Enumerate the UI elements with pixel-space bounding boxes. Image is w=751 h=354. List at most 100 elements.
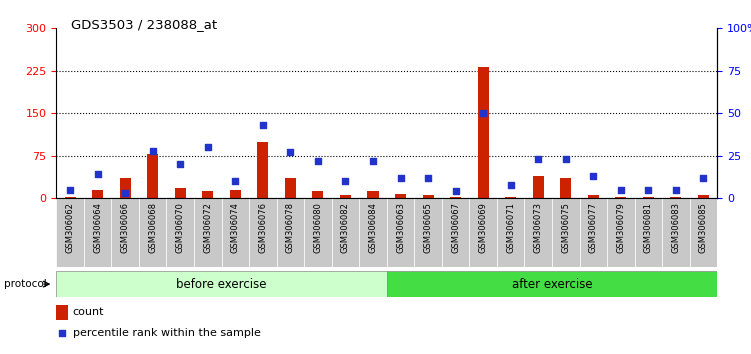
Text: GSM306085: GSM306085: [699, 202, 708, 252]
Bar: [698, 195, 709, 198]
Point: [146, 148, 158, 154]
Bar: [415, 198, 442, 267]
Bar: [56, 198, 84, 267]
Text: after exercise: after exercise: [511, 278, 593, 291]
Bar: [689, 198, 717, 267]
Bar: [662, 198, 689, 267]
Bar: [423, 195, 433, 198]
Text: GSM306066: GSM306066: [121, 202, 130, 253]
Text: GSM306080: GSM306080: [313, 202, 322, 252]
Bar: [588, 195, 599, 198]
Text: GSM306069: GSM306069: [478, 202, 487, 252]
Bar: [524, 198, 552, 267]
Text: GSM306067: GSM306067: [451, 202, 460, 253]
Bar: [580, 198, 607, 267]
Point: [505, 182, 517, 188]
Point: [477, 110, 489, 116]
Text: GSM306083: GSM306083: [671, 202, 680, 253]
Point: [312, 158, 324, 164]
Point: [367, 158, 379, 164]
Point: [64, 187, 76, 193]
Text: GSM306082: GSM306082: [341, 202, 350, 252]
Text: count: count: [73, 307, 104, 318]
Point: [450, 189, 462, 194]
Bar: [635, 198, 662, 267]
Bar: [615, 197, 626, 198]
Point: [615, 187, 627, 193]
Point: [202, 144, 214, 150]
Bar: [497, 198, 524, 267]
Bar: [202, 192, 213, 198]
Point: [422, 175, 434, 181]
Bar: [119, 178, 131, 198]
Text: percentile rank within the sample: percentile rank within the sample: [73, 328, 261, 338]
Text: GSM306084: GSM306084: [369, 202, 378, 252]
Bar: [442, 198, 469, 267]
Bar: [532, 176, 544, 198]
Bar: [671, 197, 681, 198]
Bar: [285, 178, 296, 198]
Point: [587, 173, 599, 179]
Text: protocol: protocol: [4, 279, 47, 289]
Bar: [167, 198, 194, 267]
Bar: [92, 190, 103, 198]
Text: GSM306062: GSM306062: [65, 202, 74, 252]
Bar: [56, 271, 387, 297]
Bar: [450, 197, 461, 198]
Bar: [84, 198, 111, 267]
Bar: [147, 154, 158, 198]
Bar: [304, 198, 332, 267]
Bar: [340, 195, 351, 198]
Bar: [56, 305, 68, 320]
Bar: [469, 198, 497, 267]
Text: GSM306081: GSM306081: [644, 202, 653, 252]
Bar: [312, 192, 324, 198]
Point: [532, 156, 544, 162]
Text: before exercise: before exercise: [176, 278, 267, 291]
Bar: [175, 188, 185, 198]
Bar: [222, 198, 249, 267]
Bar: [643, 197, 654, 198]
Bar: [111, 198, 139, 267]
Text: GSM306071: GSM306071: [506, 202, 515, 252]
Text: GSM306078: GSM306078: [286, 202, 295, 253]
Bar: [194, 198, 222, 267]
Text: GSM306074: GSM306074: [231, 202, 240, 252]
Bar: [359, 198, 387, 267]
Text: GSM306075: GSM306075: [561, 202, 570, 252]
Bar: [560, 178, 572, 198]
Text: GSM306073: GSM306073: [534, 202, 543, 253]
Point: [229, 178, 241, 184]
Bar: [276, 198, 304, 267]
Bar: [65, 197, 76, 198]
Text: GSM306079: GSM306079: [617, 202, 626, 252]
Text: GSM306072: GSM306072: [204, 202, 213, 252]
Text: GSM306064: GSM306064: [93, 202, 102, 252]
Point: [285, 149, 297, 155]
Bar: [387, 198, 415, 267]
Text: GDS3503 / 238088_at: GDS3503 / 238088_at: [71, 18, 218, 31]
Bar: [367, 192, 379, 198]
Bar: [607, 198, 635, 267]
Point: [174, 161, 186, 167]
Bar: [258, 142, 268, 198]
Point: [394, 175, 406, 181]
Point: [339, 178, 351, 184]
Bar: [505, 197, 516, 198]
Bar: [249, 198, 276, 267]
Bar: [478, 67, 489, 198]
Bar: [395, 194, 406, 198]
Text: GSM306068: GSM306068: [148, 202, 157, 253]
Point: [56, 330, 68, 336]
Point: [559, 156, 572, 162]
Bar: [332, 198, 359, 267]
Point: [670, 187, 682, 193]
Point: [698, 175, 710, 181]
Text: GSM306065: GSM306065: [424, 202, 433, 252]
Text: GSM306077: GSM306077: [589, 202, 598, 253]
Text: GSM306070: GSM306070: [176, 202, 185, 252]
Point: [92, 172, 104, 177]
Bar: [387, 271, 717, 297]
Point: [119, 190, 131, 196]
Bar: [552, 198, 580, 267]
